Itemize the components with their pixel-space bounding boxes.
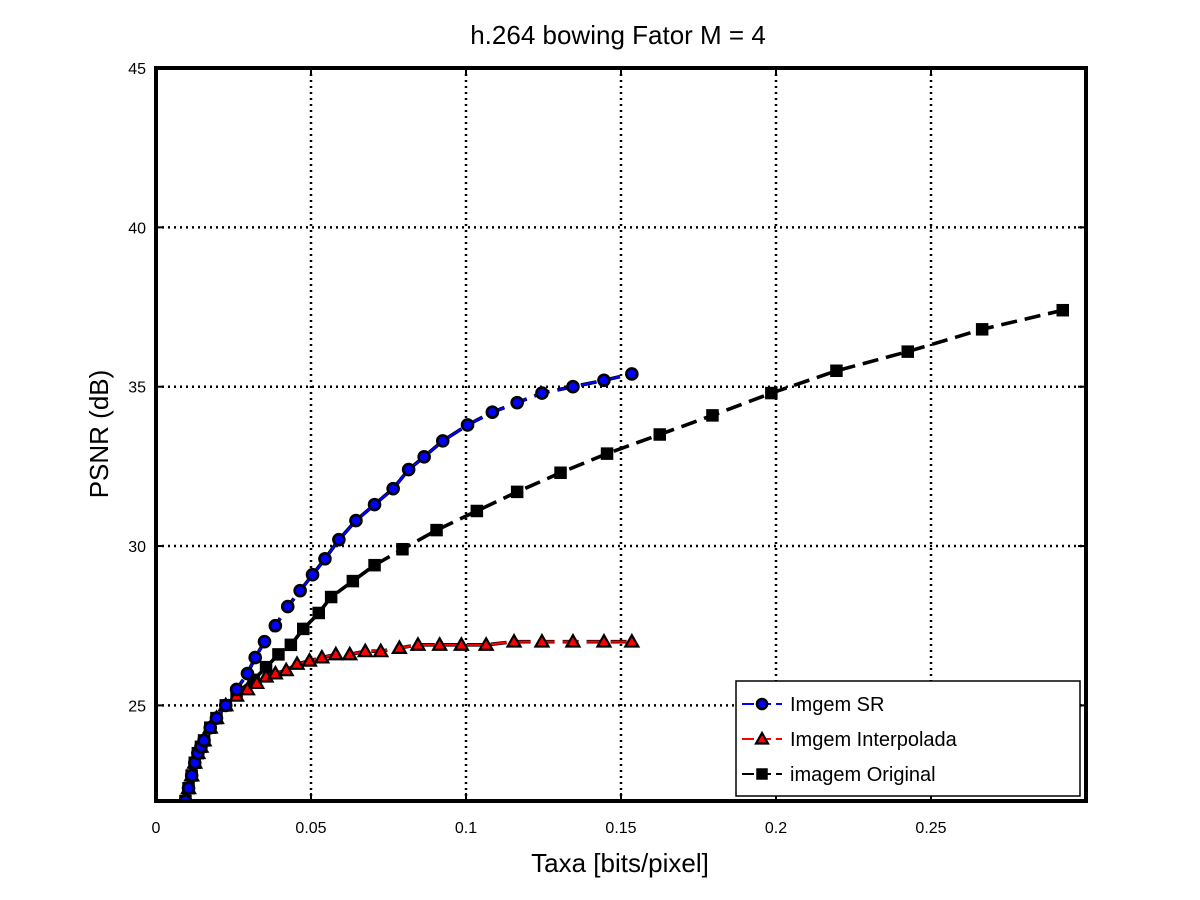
series-2-point	[1056, 303, 1069, 317]
series-2-point	[765, 386, 778, 400]
series-0-point	[248, 650, 262, 665]
series-2-point	[706, 409, 719, 422]
legend-item: Imgem SR	[742, 694, 884, 716]
series-2-point	[284, 638, 298, 652]
series-1-point	[390, 639, 408, 655]
series-1-point	[327, 645, 345, 661]
legend-label: Imgem SR	[790, 694, 884, 716]
x-axis-label: Taxa [bits/pixel]	[531, 848, 709, 878]
series-2-point	[297, 622, 310, 636]
x-tick-label: 0	[152, 820, 161, 837]
series-0-point	[209, 711, 224, 725]
series-2-point	[510, 485, 524, 499]
series-2-point	[324, 590, 338, 604]
series-0-point	[367, 497, 382, 512]
legend-item: imagem Original	[742, 764, 936, 786]
series-0-point	[566, 379, 580, 394]
series-0-point	[510, 395, 524, 410]
series-0-point	[535, 386, 549, 400]
series-0-point	[197, 733, 211, 748]
chart-title: h.264 bowing Fator M = 4	[470, 20, 766, 50]
series-0-point	[332, 532, 346, 547]
legend-label: Imgem Interpolada	[790, 729, 958, 751]
series-0-point	[417, 450, 431, 464]
series-2-point	[396, 542, 409, 556]
series-1-point	[288, 655, 306, 670]
x-tick-label: 0.05	[295, 820, 326, 837]
series-1-point	[564, 632, 582, 648]
series-1-point	[431, 636, 449, 651]
series-0-point	[401, 462, 416, 477]
series-0-point	[349, 513, 363, 528]
legend-box	[735, 680, 1081, 797]
series-0-point	[386, 481, 400, 496]
series-0-point	[293, 583, 307, 598]
series-2-point	[554, 466, 567, 479]
series-1-point	[595, 632, 613, 648]
series-0-point	[229, 682, 244, 697]
series-0	[178, 367, 639, 801]
series-0-point	[240, 666, 255, 681]
series-0-point	[203, 720, 218, 735]
series-0-point	[597, 373, 611, 388]
series-1-point	[505, 632, 523, 648]
series-1-point	[533, 632, 551, 648]
series-2-point	[312, 606, 325, 620]
series-2-point	[368, 558, 381, 572]
legend: Imgem SR Imgem Interpolada imagem Original	[735, 680, 1081, 797]
series-2-point	[830, 364, 843, 378]
series-2-point	[653, 428, 666, 441]
series-2-point	[346, 574, 360, 588]
legend-marker	[754, 730, 770, 745]
series-layer	[178, 303, 1069, 801]
series-2-point	[901, 345, 914, 358]
series-2-point	[975, 323, 989, 336]
y-tick-label: 40	[128, 220, 146, 237]
series-0-point	[625, 367, 639, 381]
series-1-point	[477, 636, 495, 651]
x-tick-label: 0.2	[765, 820, 787, 837]
y-tick-label: 35	[128, 380, 146, 397]
series-0-point	[485, 405, 500, 419]
series-2-point	[600, 447, 614, 460]
series-1-point	[356, 642, 374, 658]
series-0-point	[184, 768, 199, 783]
x-tick-label: 0.25	[915, 820, 946, 837]
series-0-point	[460, 418, 475, 432]
series-0-point	[305, 567, 320, 582]
y-tick-label: 45	[128, 61, 146, 78]
y-tick-label: 30	[128, 539, 146, 556]
series-0-point	[280, 599, 295, 614]
series-2-point	[430, 523, 443, 537]
series-1-point	[313, 648, 331, 664]
legend-label: imagem Original	[790, 764, 936, 786]
series-1-point	[409, 636, 427, 651]
legend-marker	[756, 768, 768, 780]
legend-marker	[755, 697, 769, 711]
y-axis-label: PSNR (dB)	[84, 370, 114, 499]
series-2-point	[272, 648, 285, 661]
x-tick-label: 0.1	[455, 820, 477, 837]
series-0-point	[218, 698, 233, 713]
legend-item: Imgem Interpolada	[742, 729, 958, 751]
series-1-point	[301, 652, 318, 667]
series-1-point	[341, 645, 359, 661]
series-0-point	[268, 618, 283, 633]
series-0-point	[257, 634, 272, 649]
series-1-point	[623, 632, 641, 648]
series-1-point	[452, 636, 470, 651]
series-0-point	[318, 551, 332, 566]
x-tick-label: 0.15	[605, 820, 636, 837]
series-0-point	[435, 434, 450, 448]
ticks: 0 0.05 0.1 0.15 0.2 0.25 25 30 35 40 45	[128, 61, 1086, 837]
series-1-point	[372, 642, 390, 658]
series-0-point	[181, 781, 196, 796]
series-2-point	[470, 504, 484, 518]
y-tick-label: 25	[128, 698, 146, 715]
